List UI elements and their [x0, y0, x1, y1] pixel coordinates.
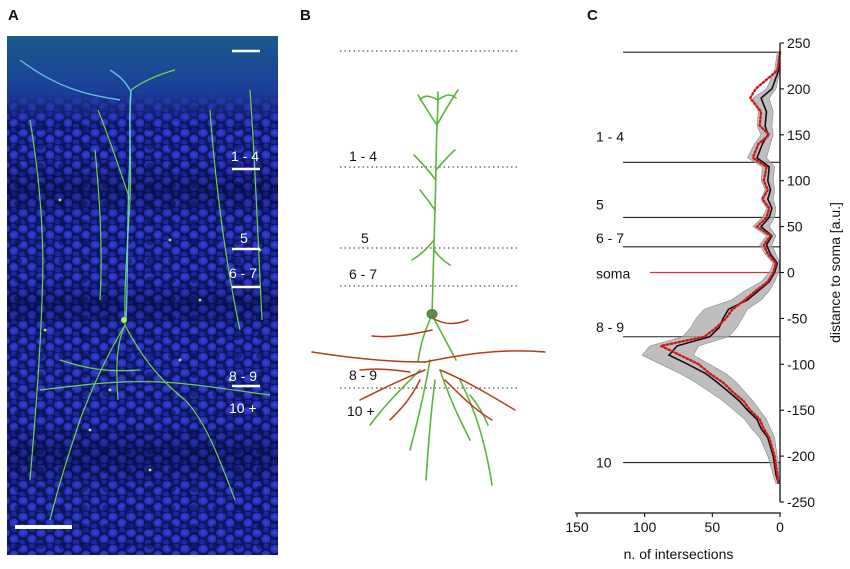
x-tick-label: 50	[705, 519, 721, 535]
y-tick-label: -100	[787, 356, 815, 372]
layer-label-c: 5	[596, 196, 604, 212]
layer-ticks-a	[232, 49, 260, 388]
layer-label-c: 10	[596, 455, 612, 471]
x-tick-label: 150	[565, 519, 589, 535]
y-tick-label: 250	[787, 35, 811, 51]
layer-label-b-10: 10 +	[347, 403, 375, 419]
cyan-neurites	[19, 59, 132, 321]
layer-boundaries	[623, 51, 780, 464]
panel-a-letter: A	[8, 7, 19, 24]
y-tick-label: -200	[787, 448, 815, 464]
panel-c: C 1 - 4 5 6 - 7 soma 8 - 9 10 250 200 150 100 50 0…	[565, 7, 843, 562]
layer-lines-b	[340, 50, 518, 389]
layer-label-a-5: 5	[240, 230, 248, 246]
layer-label-a-8-9: 8 - 9	[229, 368, 257, 384]
y-tick-label: 200	[787, 81, 811, 97]
mean-trace	[667, 52, 781, 484]
x-tick-label: 100	[633, 519, 657, 535]
y-tick-label: -50	[787, 310, 807, 326]
micrograph	[7, 36, 278, 555]
y-axis-label: distance to soma [a.u.]	[827, 202, 843, 343]
layer-label-c: 1 - 4	[596, 128, 624, 144]
panel-a: A	[7, 7, 278, 555]
trace-lines	[657, 51, 782, 485]
layer-label-b-5: 5	[361, 230, 369, 246]
layer-label-b-1-4: 1 - 4	[349, 148, 377, 164]
panel-b: B 1 - 4 5 6 - 7 8 - 9 10 +	[300, 7, 546, 486]
y-tick-label: 150	[787, 127, 811, 143]
layer-label-a-10: 10 +	[229, 400, 257, 416]
panel-c-letter: C	[587, 7, 598, 24]
y-tick-label: 0	[787, 265, 795, 281]
neuron-reconstruction	[311, 89, 546, 486]
x-tick-label: 0	[776, 519, 784, 535]
layer-label-c: 6 - 7	[596, 230, 624, 246]
x-axis-label: n. of intersections	[624, 546, 734, 562]
y-tick-label: 50	[787, 219, 803, 235]
layer-labels-c: 1 - 4 5 6 - 7 soma 8 - 9 10	[596, 128, 630, 470]
layer-label-a-6-7: 6 - 7	[229, 265, 257, 281]
layer-label-b-8-9: 8 - 9	[349, 367, 377, 383]
layer-label-b-6-7: 6 - 7	[349, 266, 377, 282]
y-tick-label: -250	[787, 494, 815, 510]
layer-label-c: soma	[596, 266, 630, 282]
y-tick-label: 100	[787, 173, 811, 189]
dotted-trace	[657, 51, 782, 485]
panel-b-letter: B	[300, 7, 311, 24]
layer-label-a-1-4: 1 - 4	[231, 148, 259, 164]
soma-marker	[426, 309, 438, 319]
y-tick-label: -150	[787, 402, 815, 418]
layer-label-c: 8 - 9	[596, 319, 624, 335]
